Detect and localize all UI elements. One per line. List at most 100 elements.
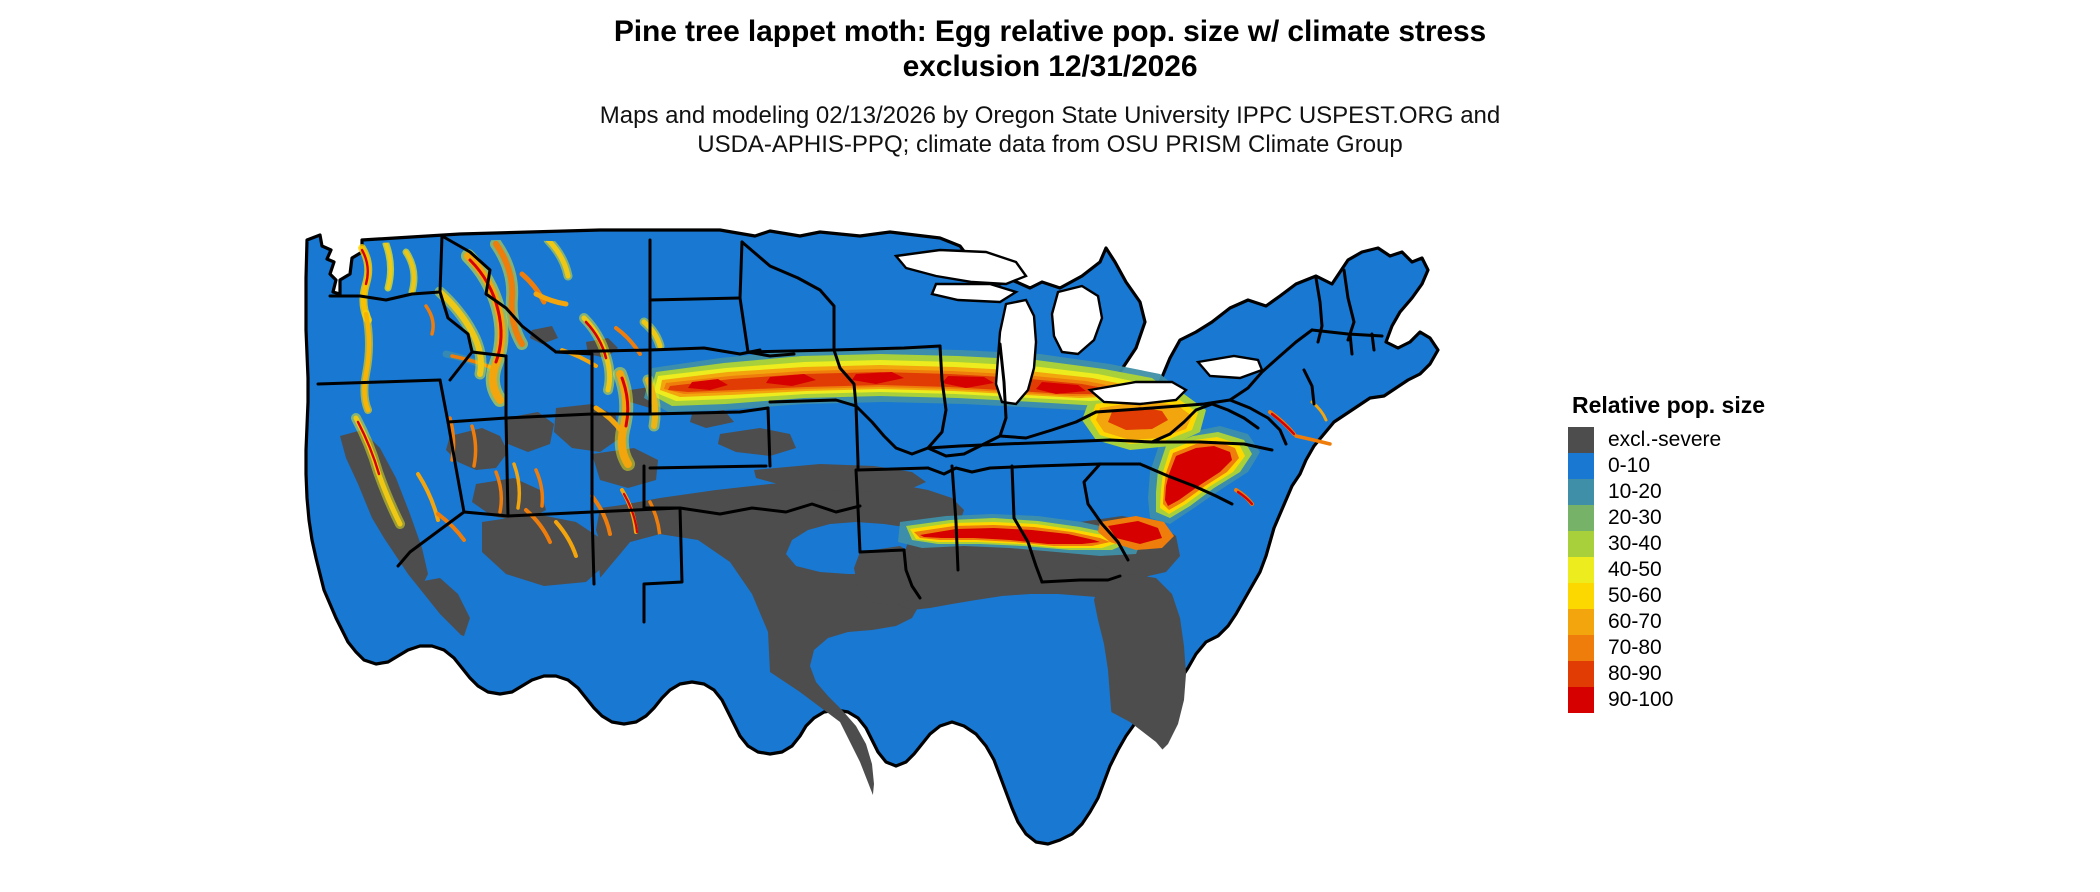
speckle-idaho bbox=[434, 240, 569, 407]
legend-label: 40-50 bbox=[1608, 558, 1662, 581]
exclusion-arizona bbox=[482, 514, 606, 586]
red-carolina-spot bbox=[1108, 521, 1162, 544]
page-subtitle: Maps and modeling 02/13/2026 by Oregon S… bbox=[500, 101, 1600, 160]
border-ok-ar bbox=[854, 468, 860, 510]
border-or-ca bbox=[316, 378, 442, 386]
red-central-belt-hotspots bbox=[688, 372, 1086, 394]
red-deep-south-spine bbox=[920, 528, 1100, 544]
border-ks-mo bbox=[766, 406, 772, 468]
legend-item-list: excl.-severe 0-10 10-20 20-30 30-40 40-50 50-6… bbox=[1568, 427, 1898, 713]
border-sc-nc bbox=[1138, 462, 1234, 506]
border-ny-nj bbox=[1302, 368, 1316, 406]
legend-label: 30-40 bbox=[1608, 532, 1662, 555]
lake-superior bbox=[893, 248, 1028, 286]
border-nd-mn bbox=[738, 240, 744, 300]
border-nd-sd bbox=[648, 296, 742, 302]
border-ks-ok bbox=[648, 464, 768, 470]
exclusion-utah-west bbox=[506, 412, 554, 452]
border-az-nm bbox=[590, 510, 596, 586]
border-ct-ri-line bbox=[1348, 332, 1376, 356]
border-wa-or bbox=[328, 290, 442, 302]
border-pa-ny bbox=[1094, 398, 1232, 414]
border-va-wv-md bbox=[1150, 402, 1260, 444]
legend-label: 20-30 bbox=[1608, 506, 1662, 529]
border-pa-nj-de-md bbox=[1228, 398, 1288, 446]
border-nv-ut-az bbox=[446, 416, 510, 518]
legend-row: 20-30 bbox=[1568, 505, 1898, 531]
speckle-hudson bbox=[1268, 400, 1332, 446]
michigan-upper-peninsula-gap bbox=[930, 282, 1019, 304]
border-nc-va bbox=[1150, 440, 1274, 452]
border-or-id bbox=[438, 290, 474, 382]
border-il-in bbox=[926, 344, 948, 450]
exclusion-oklahoma bbox=[754, 464, 926, 492]
border-nm-tx bbox=[642, 506, 684, 624]
border-ut-az bbox=[506, 510, 594, 518]
legend-row: 40-50 bbox=[1568, 557, 1898, 583]
border-ca-nv bbox=[396, 378, 466, 568]
border-mn-wi bbox=[740, 240, 836, 352]
border-ms-al bbox=[950, 464, 960, 572]
page-subtitle-line-2: USDA-APHIS-PPQ; climate data from OSU PR… bbox=[697, 131, 1403, 159]
legend-color-swatch bbox=[1568, 479, 1594, 505]
legend-color-swatch bbox=[1568, 531, 1594, 557]
legend-color-swatch bbox=[1568, 583, 1594, 609]
page-subtitle-line-1: Maps and modeling 02/13/2026 by Oregon S… bbox=[599, 101, 1501, 129]
border-il-mo-ky bbox=[854, 404, 930, 456]
legend-label: 90-100 bbox=[1608, 688, 1674, 711]
border-sd-mn-ia bbox=[738, 296, 796, 358]
legend-color-swatch bbox=[1568, 609, 1594, 635]
border-id-mt bbox=[440, 234, 558, 354]
border-in-ky bbox=[926, 434, 1002, 458]
speckle-black-hills bbox=[639, 317, 665, 351]
legend-row: 30-40 bbox=[1568, 531, 1898, 557]
border-ny-vt-nh bbox=[1228, 328, 1314, 402]
legend-row: 60-70 bbox=[1568, 609, 1898, 635]
legend-label: excl.-severe bbox=[1608, 428, 1722, 451]
page-title-line-2: exclusion 12/31/2026 bbox=[902, 50, 1198, 84]
map-state-boundaries bbox=[316, 234, 1384, 624]
legend-row: excl.-severe bbox=[1568, 427, 1898, 453]
legend-color-swatch bbox=[1568, 427, 1594, 453]
border-ga-fl bbox=[1040, 574, 1122, 584]
border-ok-tx bbox=[642, 464, 862, 516]
exclusion-kansas-patch bbox=[718, 428, 796, 456]
border-wi-il bbox=[832, 344, 942, 352]
us-choropleth-map bbox=[304, 228, 1440, 856]
legend-row: 70-80 bbox=[1568, 635, 1898, 661]
border-nh-me bbox=[1342, 268, 1356, 342]
legend-label: 80-90 bbox=[1608, 662, 1662, 685]
border-al-ga bbox=[1010, 464, 1044, 584]
border-in-oh bbox=[998, 342, 1008, 438]
legend-label: 0-10 bbox=[1608, 454, 1651, 477]
legend-color-swatch bbox=[1568, 557, 1594, 583]
border-ia-mo bbox=[768, 398, 858, 408]
legend-color-swatch bbox=[1568, 635, 1594, 661]
red-ohio-spots bbox=[1108, 407, 1168, 430]
legend-label: 60-70 bbox=[1608, 610, 1662, 633]
legend-row: 80-90 bbox=[1568, 661, 1898, 687]
exclusion-fleck-ne bbox=[690, 410, 734, 428]
border-ar-tn bbox=[926, 462, 1142, 476]
legend-row: 90-100 bbox=[1568, 687, 1898, 713]
border-mo-ar bbox=[854, 404, 930, 472]
legend-color-swatch bbox=[1568, 661, 1594, 687]
map-great-lakes bbox=[893, 248, 1264, 406]
border-ar-la-ms bbox=[856, 506, 906, 554]
legend-label: 50-60 bbox=[1608, 584, 1662, 607]
legend-color-swatch bbox=[1568, 687, 1594, 713]
speckle-oregon bbox=[360, 304, 494, 414]
border-mn-ia bbox=[746, 348, 836, 354]
legend-color-swatch bbox=[1568, 505, 1594, 531]
border-ia-il bbox=[832, 348, 858, 408]
border-la-ms bbox=[902, 548, 922, 600]
page-title-line-1: Pine tree lappet moth: Egg relative pop.… bbox=[613, 15, 1487, 48]
lake-huron bbox=[1050, 284, 1104, 356]
border-vt-nh bbox=[1314, 276, 1324, 344]
map-land-base bbox=[304, 228, 1440, 846]
border-ky-tn bbox=[926, 438, 1154, 450]
title-block: Pine tree lappet moth: Egg relative pop.… bbox=[0, 14, 2100, 159]
border-oh-wv-pa bbox=[998, 410, 1098, 440]
legend-row: 10-20 bbox=[1568, 479, 1898, 505]
